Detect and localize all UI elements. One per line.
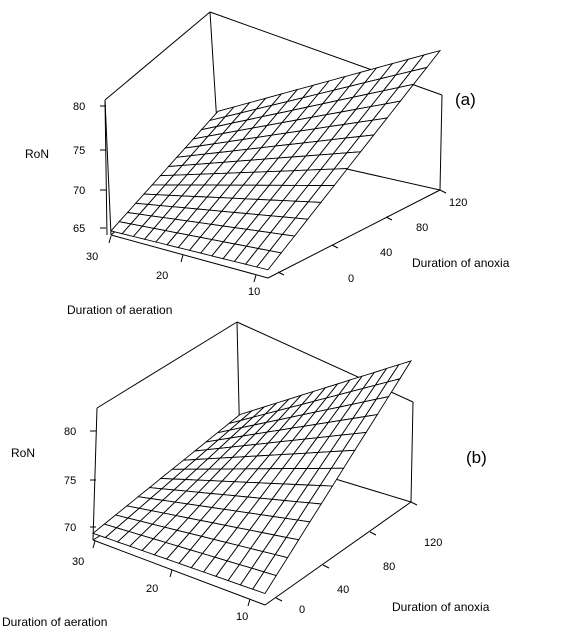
box-edge bbox=[410, 401, 414, 503]
y-tick-mark bbox=[331, 244, 339, 249]
x-tick-mark bbox=[92, 540, 96, 549]
panel-a: 80 75 70 65 RoN 30 20 10 Duration of aer… bbox=[25, 11, 510, 317]
y-tick-label: 0 bbox=[299, 604, 305, 616]
z-ticks-b: 80 75 70 bbox=[64, 426, 96, 534]
y-tick-label: 0 bbox=[348, 273, 354, 285]
panel-label-b: (b) bbox=[466, 448, 487, 467]
y-tick-label: 80 bbox=[416, 222, 428, 234]
y-tick-mark bbox=[322, 564, 330, 569]
z-ticks-a: 80 75 70 65 bbox=[73, 101, 106, 235]
y-tick-mark bbox=[275, 597, 283, 602]
surface-cell bbox=[252, 571, 277, 595]
z-tick-label: 80 bbox=[73, 101, 85, 113]
y-axis-line bbox=[264, 501, 412, 606]
x-tick-mark bbox=[180, 254, 184, 263]
y-tick-label: 120 bbox=[424, 537, 442, 549]
box-edge bbox=[92, 407, 98, 541]
y-tick-mark bbox=[385, 216, 393, 221]
y-axis-label: Duration of anoxia bbox=[412, 256, 510, 270]
panel-label-a: (a) bbox=[455, 90, 476, 109]
box-edge bbox=[104, 99, 112, 236]
x-tick-label: 20 bbox=[146, 583, 158, 595]
y-tick-mark bbox=[410, 501, 418, 506]
z-tick-label: 75 bbox=[73, 145, 85, 157]
y-tick-mark bbox=[277, 271, 285, 276]
surface-cell bbox=[256, 250, 283, 271]
x-tick-mark bbox=[108, 235, 112, 244]
x-tick-label: 30 bbox=[86, 251, 98, 263]
x-ticks-b: 30 20 10 bbox=[72, 540, 251, 623]
x-ticks-a: 30 20 10 bbox=[86, 235, 260, 298]
panel-b: 80 75 70 RoN 30 20 10 Duration of aerati… bbox=[2, 321, 490, 629]
box-edge bbox=[439, 94, 443, 191]
x-tick-label: 20 bbox=[156, 270, 168, 282]
z-axis-label: RoN bbox=[25, 147, 49, 161]
x-axis-line bbox=[92, 539, 266, 606]
y-tick-label: 120 bbox=[449, 197, 467, 209]
box-edge bbox=[104, 11, 211, 101]
y-ticks-b: 0 40 80 120 bbox=[275, 501, 442, 616]
z-tick-label: 80 bbox=[64, 426, 76, 438]
z-tick-label: 70 bbox=[64, 522, 76, 534]
z-tick-label: 70 bbox=[73, 185, 85, 197]
x-tick-mark bbox=[247, 598, 251, 607]
y-axis-line bbox=[267, 189, 441, 279]
z-tick-label: 75 bbox=[64, 475, 76, 487]
x-tick-label: 30 bbox=[72, 556, 84, 568]
x-tick-label: 10 bbox=[248, 286, 260, 298]
surface-mesh-b bbox=[92, 360, 413, 595]
x-tick-label: 10 bbox=[236, 611, 248, 623]
y-tick-mark bbox=[439, 189, 447, 194]
x-axis-label: Duration of aeration bbox=[2, 615, 107, 629]
y-tick-label: 40 bbox=[380, 247, 392, 259]
x-tick-mark bbox=[169, 569, 173, 578]
y-tick-label: 80 bbox=[383, 561, 395, 573]
z-axis-line bbox=[104, 99, 108, 236]
y-ticks-a: 0 40 80 120 bbox=[277, 189, 467, 285]
x-axis-label: Duration of aeration bbox=[67, 303, 172, 317]
x-tick-mark bbox=[253, 274, 257, 283]
z-axis-label: RoN bbox=[11, 446, 35, 460]
y-tick-label: 40 bbox=[337, 584, 349, 596]
z-tick-label: 65 bbox=[73, 223, 85, 235]
y-tick-mark bbox=[369, 531, 377, 536]
x-axis-line bbox=[110, 234, 269, 279]
surface-mesh-a bbox=[110, 49, 442, 271]
box-edge bbox=[96, 321, 238, 409]
y-axis-label: Duration of anoxia bbox=[392, 600, 490, 614]
